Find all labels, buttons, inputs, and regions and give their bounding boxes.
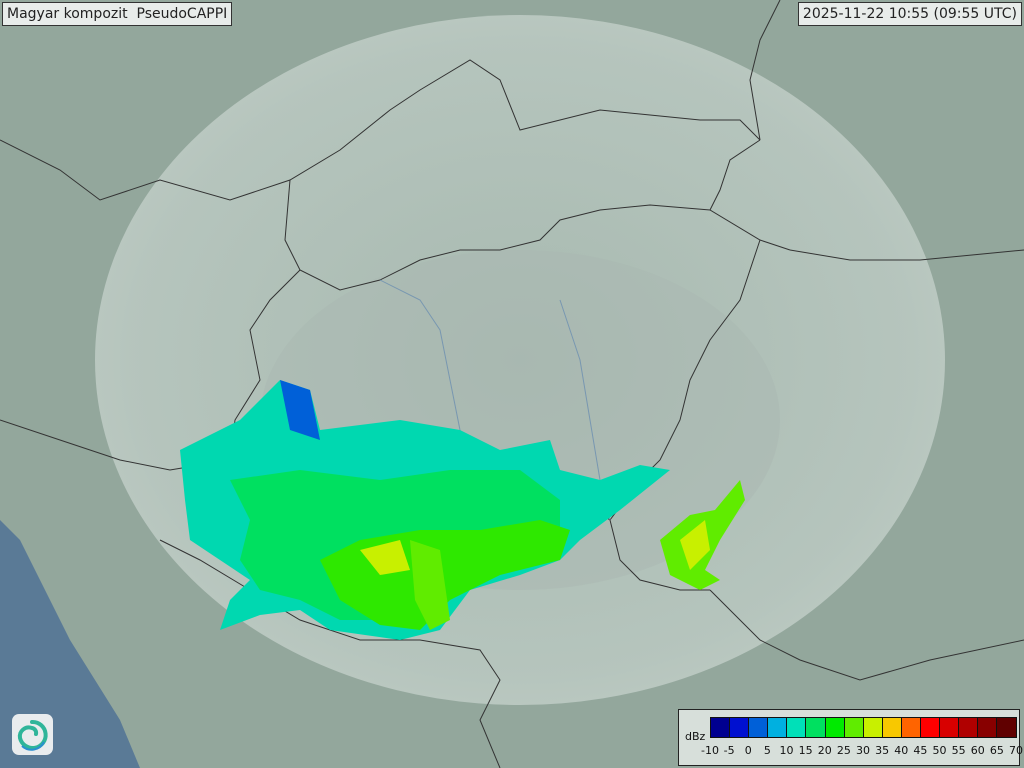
adriatic-sea <box>0 520 140 768</box>
legend-tick-label: 70 <box>1009 744 1023 757</box>
legend-tick-label: 65 <box>989 744 1004 757</box>
legend-tick-label: 25 <box>836 744 851 757</box>
radar-echoes <box>180 380 745 640</box>
legend-tick-label: 40 <box>894 744 909 757</box>
product-title: Magyar kompozit PseudoCAPPI <box>2 2 233 26</box>
legend-swatch <box>940 718 960 737</box>
color-scale <box>710 717 1017 738</box>
legend-tick-label: 50 <box>932 744 947 757</box>
legend-tick-label: 60 <box>970 744 985 757</box>
legend-tick-label: 10 <box>779 744 794 757</box>
legend-swatch <box>882 718 902 737</box>
legend-swatch <box>806 718 826 737</box>
legend-swatch <box>901 718 922 737</box>
legend-tick-label: 15 <box>798 744 813 757</box>
legend-swatch <box>730 718 750 737</box>
dbz-legend: dBz -10 -5 0 5 10 15 20 25 30 35 40 45 50 55 60 65 70 <box>678 709 1023 766</box>
legend-swatch <box>787 718 807 737</box>
legend-unit: dBz <box>685 730 706 743</box>
legend-swatch <box>844 718 864 737</box>
legend-swatch <box>825 718 845 737</box>
legend-swatch <box>959 718 979 737</box>
legend-tick-label: -5 <box>723 744 735 757</box>
legend-swatch <box>768 718 788 737</box>
legend-tick-label: 45 <box>913 744 928 757</box>
legend-tick-label: 30 <box>856 744 870 757</box>
legend-tick-label: 0 <box>744 744 752 757</box>
legend-tick-label: 5 <box>763 744 771 757</box>
swirl-logo-icon <box>12 714 53 755</box>
legend-tick-label: 55 <box>951 744 966 757</box>
legend-tick-label: 20 <box>817 744 832 757</box>
legend-swatch <box>863 718 883 737</box>
legend-swatch <box>978 718 998 737</box>
legend-tick-label: -10 <box>701 744 719 757</box>
legend-tick-label: 35 <box>875 744 890 757</box>
legend-swatch <box>921 718 941 737</box>
legend-swatch <box>711 718 731 737</box>
legend-ticks: -10 -5 0 5 10 15 20 25 30 35 40 45 50 55 60 65 70 <box>701 744 1023 758</box>
timestamp: 2025-11-22 10:55 (09:55 UTC) <box>797 2 1022 26</box>
legend-swatch <box>997 718 1016 737</box>
legend-swatch <box>749 718 769 737</box>
